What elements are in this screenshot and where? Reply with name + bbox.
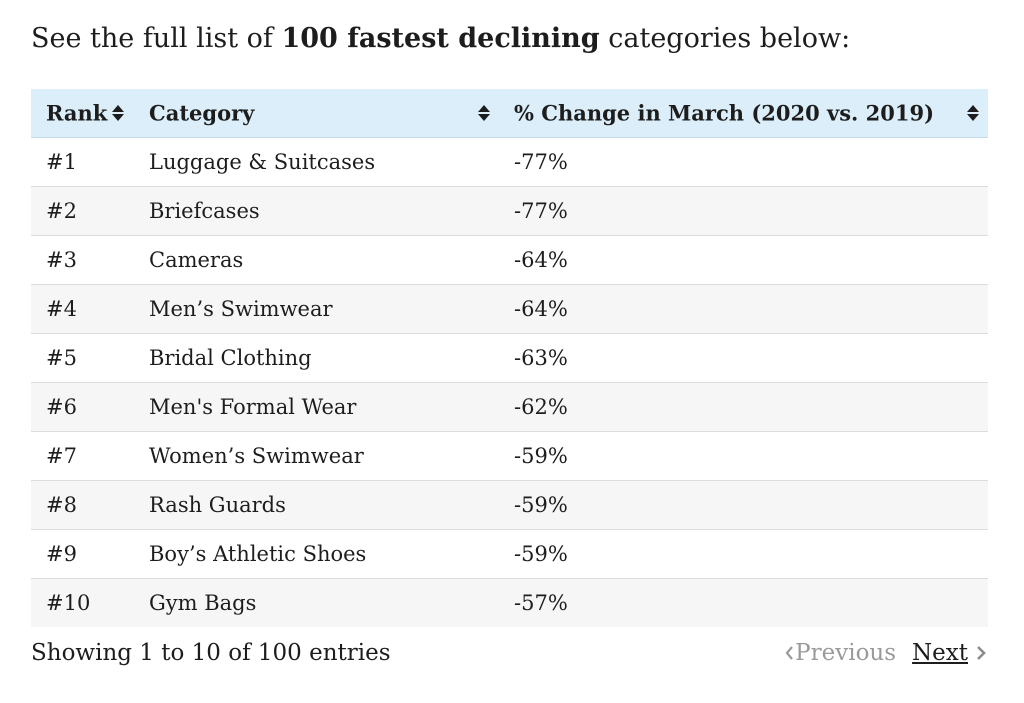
chevron-left-icon xyxy=(785,646,793,660)
cell-category: Bridal Clothing xyxy=(149,333,514,383)
previous-label: Previous xyxy=(795,640,897,666)
cell-category: Boy’s Athletic Shoes xyxy=(149,529,514,579)
cell-rank: #10 xyxy=(31,578,149,627)
header-rank-label: Rank xyxy=(46,100,108,126)
cell-change: -62% xyxy=(514,382,988,432)
cell-rank: #2 xyxy=(31,186,149,236)
pagination: Previous Next xyxy=(783,636,988,670)
cell-change: -59% xyxy=(514,431,988,481)
intro-prefix: See the full list of xyxy=(31,23,282,54)
cell-change: -64% xyxy=(514,284,988,334)
header-category[interactable]: Category xyxy=(149,89,514,138)
table-row: #7 Women’s Swimwear -59% xyxy=(31,431,988,481)
cell-rank: #5 xyxy=(31,333,149,383)
next-button[interactable]: Next xyxy=(912,636,988,670)
intro-emphasis: 100 fastest declining xyxy=(281,23,600,54)
cell-change: -59% xyxy=(514,529,988,579)
cell-rank: #6 xyxy=(31,382,149,432)
table-header-row: Rank Category % Change in March (2020 vs… xyxy=(31,89,988,138)
cell-category: Gym Bags xyxy=(149,578,514,627)
table-row: #4 Men’s Swimwear -64% xyxy=(31,284,988,334)
cell-rank: #8 xyxy=(31,480,149,530)
cell-category: Cameras xyxy=(149,235,514,285)
cell-change: -64% xyxy=(514,235,988,285)
cell-category: Men’s Swimwear xyxy=(149,284,514,334)
chevron-right-icon xyxy=(977,646,986,660)
table-row: #1 Luggage & Suitcases -77% xyxy=(31,137,988,187)
cell-category: Men's Formal Wear xyxy=(149,382,514,432)
table-row: #6 Men's Formal Wear -62% xyxy=(31,382,988,432)
categories-table: Rank Category % Change in March (2020 vs… xyxy=(31,89,988,627)
cell-change: -57% xyxy=(514,578,988,627)
cell-rank: #9 xyxy=(31,529,149,579)
table-row: #10 Gym Bags -57% xyxy=(31,578,988,627)
table-row: #5 Bridal Clothing -63% xyxy=(31,333,988,383)
cell-rank: #4 xyxy=(31,284,149,334)
sort-icon xyxy=(967,105,979,121)
sort-icon xyxy=(478,105,490,121)
intro-suffix: categories below: xyxy=(599,23,851,54)
next-label: Next xyxy=(912,640,968,666)
previous-button[interactable]: Previous xyxy=(783,636,896,670)
cell-category: Luggage & Suitcases xyxy=(149,137,514,187)
header-rank[interactable]: Rank xyxy=(31,89,149,138)
cell-change: -77% xyxy=(514,186,988,236)
table-row: #9 Boy’s Athletic Shoes -59% xyxy=(31,529,988,579)
cell-rank: #3 xyxy=(31,235,149,285)
table-row: #2 Briefcases -77% xyxy=(31,186,988,236)
cell-category: Rash Guards xyxy=(149,480,514,530)
cell-change: -59% xyxy=(514,480,988,530)
cell-category: Women’s Swimwear xyxy=(149,431,514,481)
header-change[interactable]: % Change in March (2020 vs. 2019) xyxy=(514,89,988,138)
intro-text: See the full list of 100 fastest declini… xyxy=(31,20,850,58)
entries-info: Showing 1 to 10 of 100 entries xyxy=(31,640,391,666)
header-change-label: % Change in March (2020 vs. 2019) xyxy=(514,100,935,126)
cell-category: Briefcases xyxy=(149,186,514,236)
table-row: #3 Cameras -64% xyxy=(31,235,988,285)
table-row: #8 Rash Guards -59% xyxy=(31,480,988,530)
cell-change: -63% xyxy=(514,333,988,383)
cell-change: -77% xyxy=(514,137,988,187)
cell-rank: #1 xyxy=(31,137,149,187)
cell-rank: #7 xyxy=(31,431,149,481)
sort-icon xyxy=(112,105,124,121)
header-category-label: Category xyxy=(149,100,255,126)
